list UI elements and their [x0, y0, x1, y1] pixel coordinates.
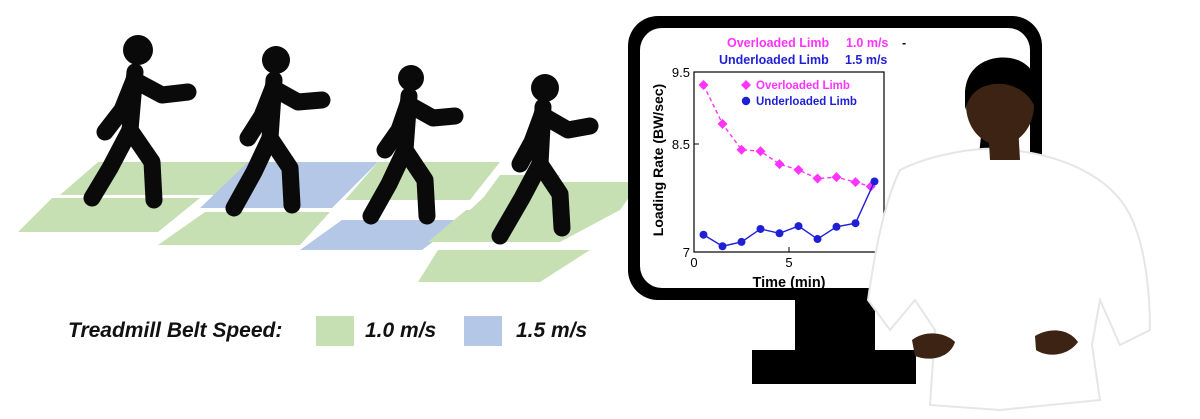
legend-swatch-green: [316, 316, 354, 346]
underloaded-data-point: [718, 242, 727, 251]
underloaded-data-point: [699, 230, 708, 239]
overloaded-data-point: [755, 146, 766, 157]
walking-figure-3: [362, 65, 464, 225]
legend-marker-overloaded: [741, 80, 751, 90]
walking-figure-1: [83, 35, 197, 209]
chart-title-line1-dash: -: [902, 36, 906, 50]
chart-title-line2-speed: 1.5 m/s: [845, 53, 887, 67]
overloaded-data-point: [850, 177, 861, 188]
walking-figures: [83, 35, 599, 245]
loading-rate-chart: Overloaded Limb 1.0 m/s - Underloaded Li…: [650, 36, 906, 291]
overloaded-data-point: [698, 79, 709, 90]
overloaded-data-point: [717, 118, 728, 129]
chart-legend: Overloaded Limb Underloaded Limb: [741, 80, 857, 108]
scientist-hair: [965, 57, 1039, 110]
y-tick-label: 7: [683, 245, 690, 260]
y-axis-label: Loading Rate (BW/sec): [650, 84, 666, 236]
overloaded-data-point: [812, 173, 823, 184]
overloaded-data-point: [793, 164, 804, 175]
underloaded-data-point: [870, 177, 879, 186]
series-line-overloaded: [702, 84, 871, 188]
legend-entry-underloaded: Underloaded Limb: [756, 96, 857, 108]
series-line-underloaded: [703, 181, 876, 247]
underloaded-data-point: [794, 222, 803, 231]
overloaded-data-point: [774, 159, 785, 170]
underloaded-data-point: [813, 235, 822, 244]
underloaded-data-point: [851, 219, 860, 228]
underloaded-data-point: [775, 229, 784, 238]
belt-tile-green-8: [418, 250, 590, 282]
legend-entry-overloaded: Overloaded Limb: [756, 80, 850, 92]
legend-swatch-blue: [464, 316, 502, 346]
chart-title-line2-name: Underloaded Limb: [719, 53, 829, 67]
x-tick-label: 5: [785, 255, 792, 270]
speed-legend: Treadmill Belt Speed: 1.0 m/s 1.5 m/s: [68, 316, 587, 346]
monitor-stand-neck: [795, 300, 875, 352]
chart-title-line1-speed: 1.0 m/s: [846, 36, 888, 50]
legend-label-green: 1.0 m/s: [365, 319, 436, 342]
overloaded-data-point: [831, 172, 842, 183]
legend-title: Treadmill Belt Speed:: [68, 319, 282, 342]
monitor-stand-base: [752, 350, 916, 384]
chart-title-line1-name: Overloaded Limb: [727, 36, 829, 50]
scientist-right-hand: [1035, 330, 1078, 355]
underloaded-data-point: [737, 237, 746, 246]
walking-figure-2: [225, 46, 331, 217]
overloaded-data-point: [736, 144, 747, 155]
x-axis-label: Time (min): [752, 275, 825, 291]
x-tick-label: 0: [690, 255, 697, 270]
series-layer: [698, 79, 879, 251]
legend-label-blue: 1.5 m/s: [516, 319, 587, 342]
scientist: [866, 57, 1152, 412]
underloaded-data-point: [832, 222, 841, 231]
scientist-left-hand: [912, 333, 955, 359]
belt-tile-green-4: [18, 198, 200, 232]
underloaded-data-point: [756, 224, 765, 233]
y-tick-label: 8.5: [672, 137, 690, 152]
y-tick-label: 9.5: [672, 65, 690, 80]
belt-tile-green-6: [428, 210, 620, 242]
belt-tile-blue-2: [300, 220, 462, 250]
walking-figure-4: [491, 74, 599, 245]
belt-tile-green-5: [158, 212, 330, 245]
legend-marker-underloaded: [741, 96, 751, 106]
